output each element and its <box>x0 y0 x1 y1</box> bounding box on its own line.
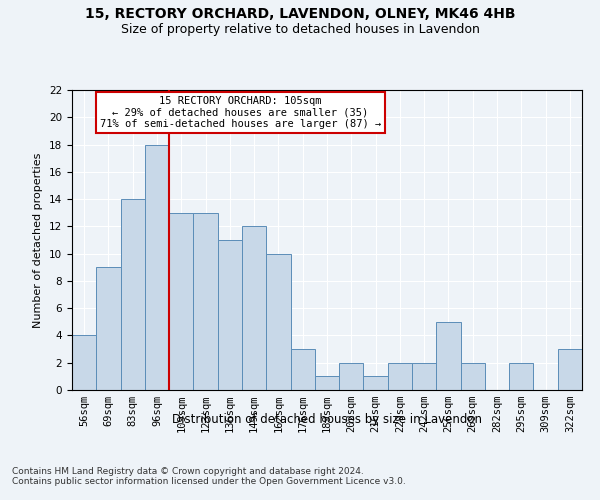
Bar <box>509 362 533 390</box>
Bar <box>436 322 461 390</box>
Text: 15 RECTORY ORCHARD: 105sqm
← 29% of detached houses are smaller (35)
71% of semi: 15 RECTORY ORCHARD: 105sqm ← 29% of deta… <box>100 96 381 129</box>
Y-axis label: Number of detached properties: Number of detached properties <box>34 152 43 328</box>
Bar <box>339 362 364 390</box>
Bar <box>218 240 242 390</box>
Text: Contains public sector information licensed under the Open Government Licence v3: Contains public sector information licen… <box>12 478 406 486</box>
Text: Distribution of detached houses by size in Lavendon: Distribution of detached houses by size … <box>172 412 482 426</box>
Bar <box>121 199 145 390</box>
Bar <box>412 362 436 390</box>
Text: Size of property relative to detached houses in Lavendon: Size of property relative to detached ho… <box>121 22 479 36</box>
Bar <box>290 349 315 390</box>
Bar <box>388 362 412 390</box>
Text: Contains HM Land Registry data © Crown copyright and database right 2024.: Contains HM Land Registry data © Crown c… <box>12 468 364 476</box>
Bar <box>461 362 485 390</box>
Bar <box>315 376 339 390</box>
Bar <box>72 336 96 390</box>
Text: 15, RECTORY ORCHARD, LAVENDON, OLNEY, MK46 4HB: 15, RECTORY ORCHARD, LAVENDON, OLNEY, MK… <box>85 8 515 22</box>
Bar <box>169 212 193 390</box>
Bar <box>242 226 266 390</box>
Bar <box>558 349 582 390</box>
Bar <box>145 144 169 390</box>
Bar <box>96 268 121 390</box>
Bar <box>364 376 388 390</box>
Bar <box>266 254 290 390</box>
Bar <box>193 212 218 390</box>
